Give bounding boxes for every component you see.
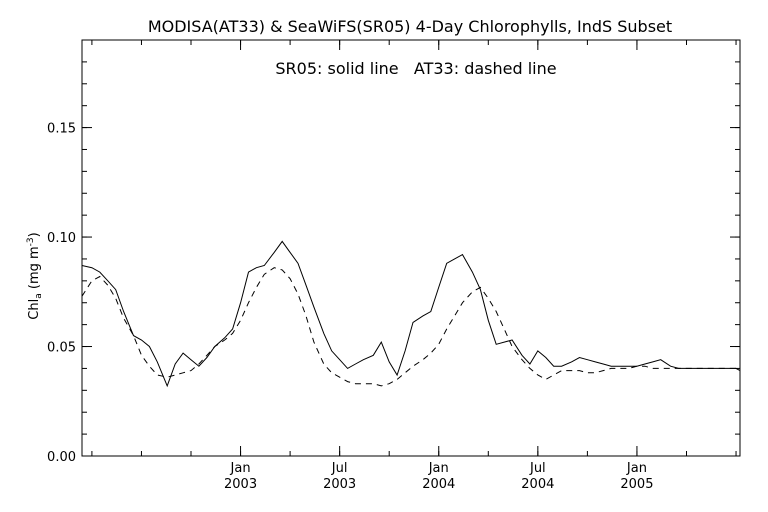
x-tick-month: Jul (331, 461, 348, 476)
x-tick-year: 2003 (224, 477, 257, 492)
y-axis-ticks: 0.00 0.05 0.10 0.15 (47, 39, 740, 465)
chart-annotation: SR05: solid line AT33: dashed line (275, 59, 556, 78)
y-axis-label-main: Chl (27, 299, 42, 320)
y-axis-label-unit: (mg m (27, 246, 42, 293)
y-axis-label: Chla (mg m-3) (26, 232, 44, 319)
x-tick-month: Jan (428, 461, 449, 476)
x-tick-year: 2005 (620, 477, 653, 492)
series-line-at33 (81, 267, 740, 387)
y-tick-label: 0.05 (47, 341, 76, 356)
x-tick-month: Jan (230, 461, 251, 476)
series-layer (81, 240, 741, 388)
plot-frame (81, 39, 741, 457)
y-tick-label: 0.00 (47, 450, 76, 465)
y-tick-label: 0.15 (47, 122, 76, 137)
y-axis-label-subscript: a (34, 293, 44, 299)
svg-text:Chla (mg m-3): Chla (mg m-3) (26, 232, 44, 319)
x-tick-year: 2003 (323, 477, 356, 492)
x-tick-month: Jan (626, 461, 647, 476)
y-axis-label-unit-close: ) (27, 232, 42, 237)
series-line-sr05 (81, 240, 741, 388)
x-tick-year: 2004 (422, 477, 455, 492)
y-axis-label-superscript: -3 (26, 237, 36, 246)
x-tick-month: Jul (529, 461, 546, 476)
x-tick-year: 2004 (521, 477, 554, 492)
y-tick-label: 0.10 (47, 231, 76, 246)
chart-title: MODISA(AT33) & SeaWiFS(SR05) 4-Day Chlor… (148, 17, 672, 36)
